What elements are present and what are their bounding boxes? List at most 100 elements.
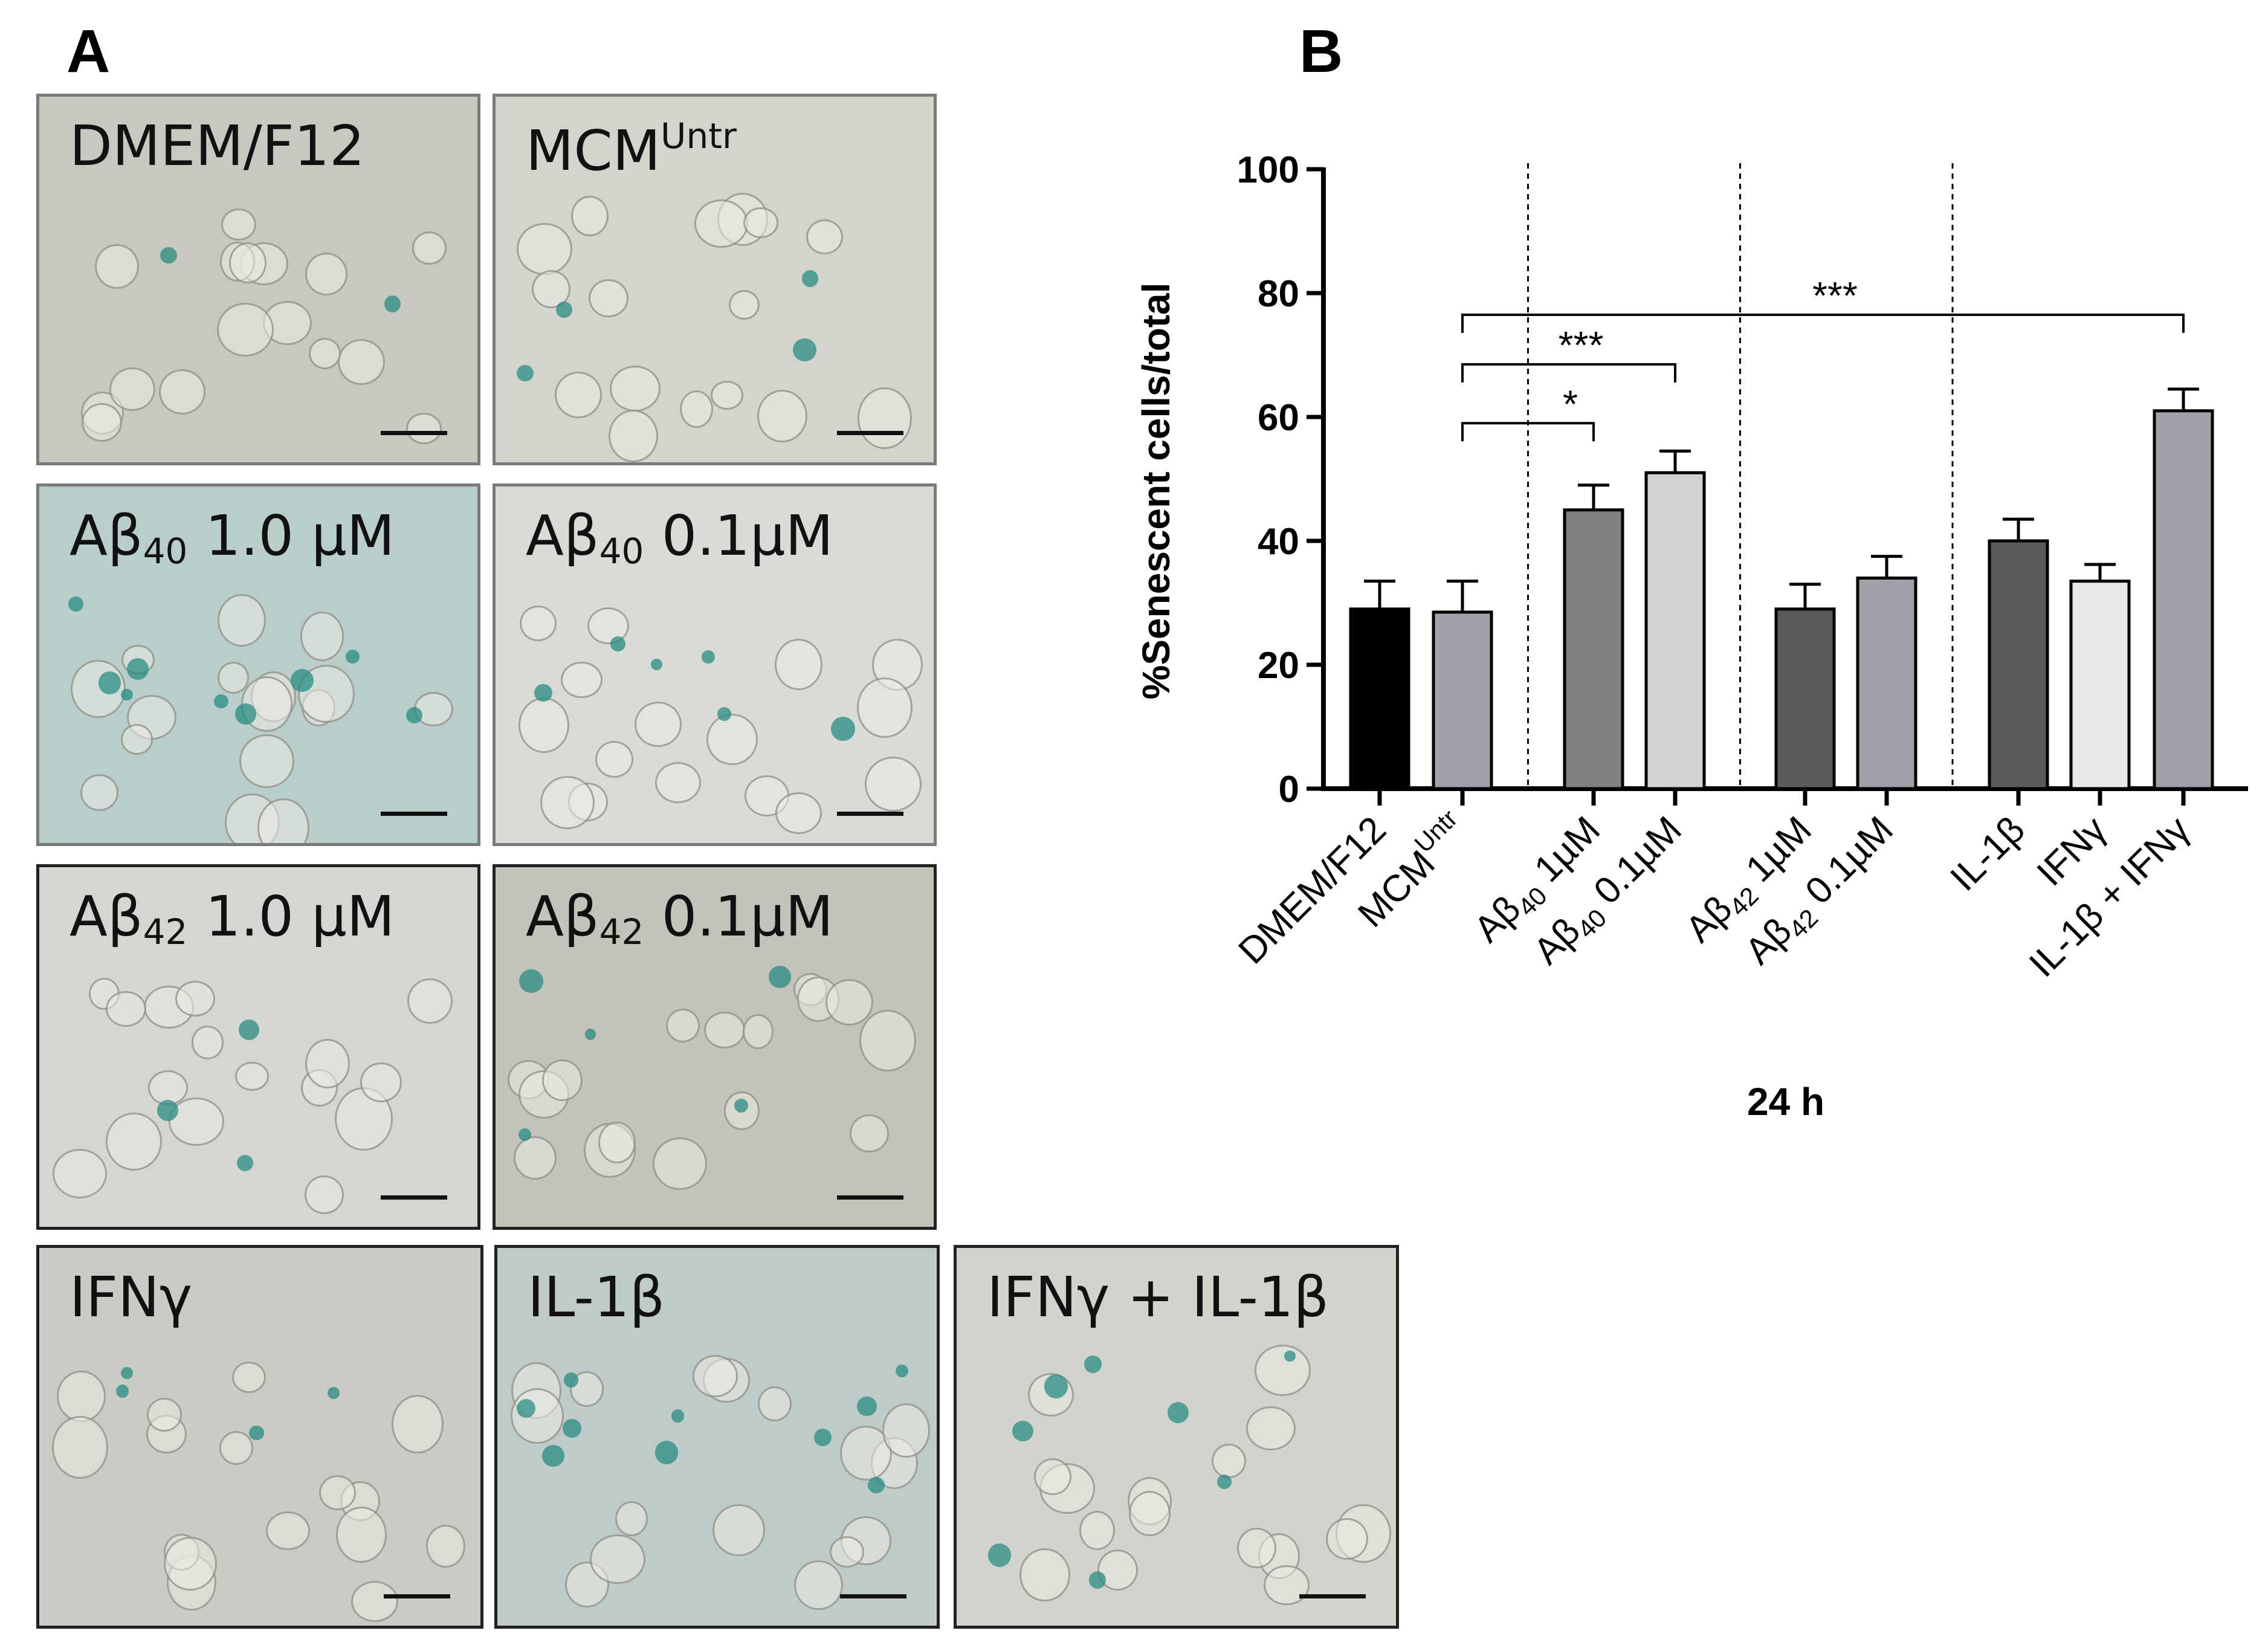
cell xyxy=(806,219,844,254)
stain-spot xyxy=(519,969,544,994)
cell xyxy=(391,1394,444,1453)
micrograph: Aβ40 1.0 µM xyxy=(36,483,480,846)
cell xyxy=(561,661,603,699)
bar xyxy=(2153,409,2214,790)
significance-label: *** xyxy=(1812,274,1858,317)
scale-bar xyxy=(837,431,903,435)
cell xyxy=(164,1537,217,1591)
bar xyxy=(1432,610,1493,790)
cell xyxy=(608,410,658,462)
stain-spot xyxy=(534,684,552,702)
cell xyxy=(168,1097,224,1146)
micrograph-label: IFNγ + IL-1β xyxy=(987,1265,1329,1330)
cell xyxy=(335,1507,387,1563)
cell xyxy=(743,1014,774,1049)
micrograph-label: Aβ40 1.0 µM xyxy=(69,503,395,572)
significance-bracket xyxy=(1461,363,1676,383)
stain-spot xyxy=(121,688,134,701)
stain-spot xyxy=(793,338,816,362)
y-tick-label: 0 xyxy=(1279,769,1299,810)
cell xyxy=(239,734,294,788)
significance-label: *** xyxy=(1559,323,1604,367)
cell xyxy=(692,1354,738,1397)
scale-bar xyxy=(381,1195,447,1200)
cell xyxy=(1034,1458,1072,1496)
cell xyxy=(1128,1491,1171,1537)
cell xyxy=(175,981,215,1017)
cell xyxy=(510,1388,564,1444)
stain-spot xyxy=(238,1019,260,1040)
scale-bar xyxy=(384,1594,450,1598)
stain-spot xyxy=(517,1398,536,1418)
bar xyxy=(1856,577,1917,790)
cell xyxy=(105,1112,163,1171)
stain-spot xyxy=(717,706,731,722)
stain-spot xyxy=(235,703,256,725)
stain-spot xyxy=(236,1154,254,1172)
cell xyxy=(615,1501,648,1536)
bar xyxy=(1563,508,1624,790)
scale-bar xyxy=(1299,1594,1366,1598)
cell xyxy=(666,1009,700,1043)
cell xyxy=(775,639,823,691)
cell xyxy=(229,242,267,284)
stain-spot xyxy=(519,1128,532,1142)
cell xyxy=(710,380,744,410)
scale-bar xyxy=(837,812,903,816)
cell xyxy=(158,369,206,415)
micrograph-label: Aβ42 0.1µM xyxy=(526,884,833,952)
cell xyxy=(52,1148,108,1198)
cell xyxy=(652,1137,707,1191)
cell xyxy=(598,1121,636,1164)
cell xyxy=(405,413,442,445)
cell xyxy=(52,1415,108,1479)
cell xyxy=(712,1504,765,1557)
stain-spot xyxy=(987,1543,1012,1567)
stain-spot xyxy=(562,1418,582,1438)
micrograph: Aβ40 0.1µM xyxy=(493,483,937,846)
significance-bracket xyxy=(1461,313,2185,333)
micrograph: DMEM/F12 xyxy=(36,94,480,465)
stain-spot xyxy=(157,1099,178,1121)
cell xyxy=(305,253,347,296)
panel-a-letter: A xyxy=(66,18,111,85)
cell xyxy=(120,724,153,755)
cell xyxy=(266,1511,311,1550)
panel-b-letter: B xyxy=(1299,18,1343,85)
micrograph-label: MCMUntr xyxy=(526,115,737,183)
cell xyxy=(775,792,822,835)
stain-spot xyxy=(384,296,401,312)
cell xyxy=(80,774,119,811)
cell xyxy=(191,1026,224,1059)
cell xyxy=(609,366,661,412)
scale-bar xyxy=(837,1195,903,1200)
stain-spot xyxy=(127,658,149,680)
scale-bar xyxy=(381,431,447,435)
cell xyxy=(308,338,341,369)
stain-spot xyxy=(542,1444,564,1467)
micrograph: IL-1β xyxy=(494,1245,940,1629)
y-tick-label: 100 xyxy=(1237,149,1299,191)
cell xyxy=(865,756,922,812)
cell xyxy=(109,367,155,411)
cell xyxy=(426,1524,466,1568)
stain-spot xyxy=(563,1372,579,1388)
cell xyxy=(595,740,634,778)
cell xyxy=(1326,1518,1368,1560)
cell xyxy=(514,1136,557,1180)
stain-spot xyxy=(1168,1402,1189,1423)
stain-spot xyxy=(1084,1356,1102,1374)
stain-spot xyxy=(405,706,422,723)
y-tick-label: 60 xyxy=(1258,397,1299,439)
cell xyxy=(257,798,310,843)
scale-bar xyxy=(381,812,447,816)
cell xyxy=(757,1386,792,1422)
cell xyxy=(859,1009,917,1072)
stain-spot xyxy=(160,247,177,264)
cell xyxy=(1019,1548,1070,1602)
stain-spot xyxy=(291,669,314,693)
stain-spot xyxy=(896,1364,909,1377)
cell xyxy=(882,1403,931,1458)
stain-spot xyxy=(868,1476,885,1494)
